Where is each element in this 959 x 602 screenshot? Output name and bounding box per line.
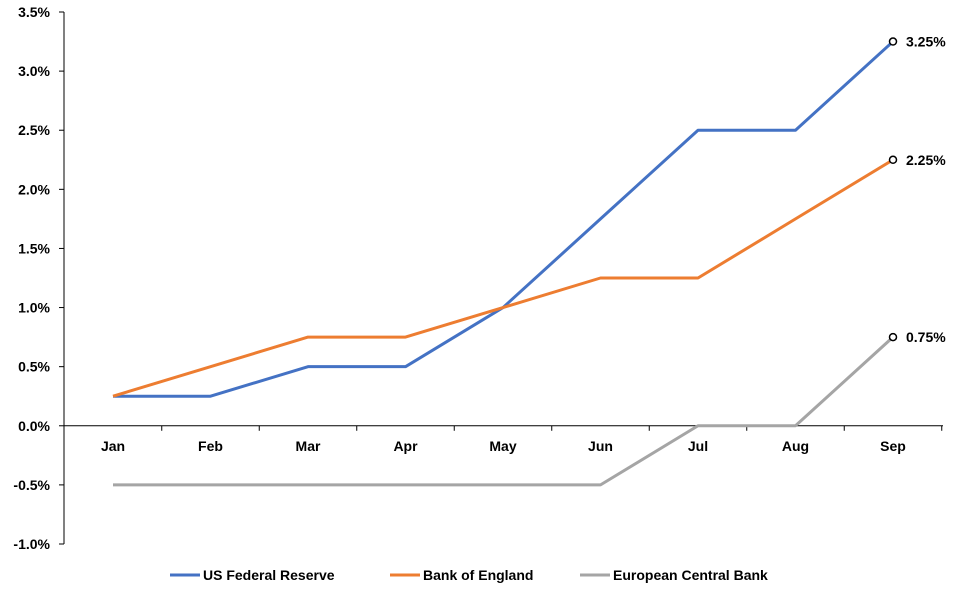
y-tick-label: 0.0% [18, 418, 50, 434]
x-tick-label: Sep [880, 438, 906, 454]
end-point-marker [888, 155, 898, 165]
legend-label: US Federal Reserve [203, 567, 335, 583]
x-tick-label: Mar [296, 438, 321, 454]
y-tick-label: 1.0% [18, 300, 50, 316]
series-line [113, 40, 895, 398]
data-label: 3.25% [906, 34, 946, 50]
data-label: 0.75% [906, 329, 946, 345]
x-tick-label: Jun [588, 438, 613, 454]
x-tick-label: Jul [688, 438, 708, 454]
y-tick-label: -0.5% [13, 477, 50, 493]
x-tick-label: Jan [101, 438, 125, 454]
data-label: 2.25% [906, 152, 946, 168]
y-tick-label: 0.5% [18, 359, 50, 375]
y-tick-label: 2.5% [18, 122, 50, 138]
legend-label: European Central Bank [613, 567, 768, 583]
y-tick-label: 1.5% [18, 240, 50, 256]
x-tick-label: Feb [198, 438, 223, 454]
series-line [112, 158, 894, 398]
legend-label: Bank of England [423, 567, 533, 583]
y-tick-label: 3.0% [18, 63, 50, 79]
x-tick-label: Aug [782, 438, 809, 454]
y-tick-label: 2.0% [18, 181, 50, 197]
x-tick-label: Apr [393, 438, 418, 454]
end-point-marker [888, 37, 898, 46]
end-point-marker [888, 332, 898, 342]
series-line [113, 336, 895, 487]
x-tick-label: May [489, 438, 516, 454]
y-tick-label: 3.5% [18, 4, 50, 20]
y-tick-label: -1.0% [13, 536, 50, 552]
